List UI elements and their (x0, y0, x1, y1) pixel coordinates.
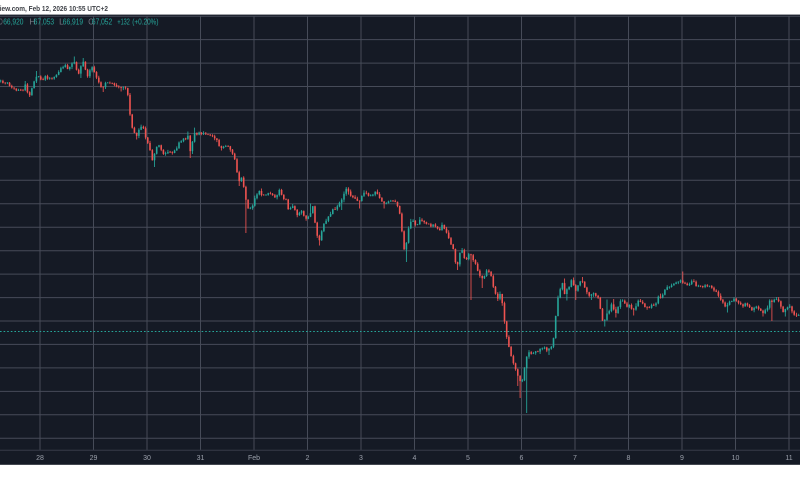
svg-text:4: 4 (413, 455, 417, 462)
svg-text:67,052: 67,052 (92, 16, 112, 26)
svg-text:(+0.20%): (+0.20%) (132, 16, 158, 26)
svg-text:O: O (0, 16, 3, 26)
svg-text:7: 7 (573, 455, 577, 462)
svg-text:H: H (29, 16, 35, 26)
svg-text:6: 6 (520, 455, 524, 462)
svg-text:66,919: 66,919 (63, 16, 83, 26)
svg-text:3: 3 (359, 455, 363, 462)
svg-text:2: 2 (306, 455, 310, 462)
svg-text:C: C (88, 16, 93, 26)
svg-text:Feb: Feb (248, 455, 260, 462)
svg-text:9: 9 (680, 455, 684, 462)
svg-text:66,920: 66,920 (3, 16, 23, 26)
svg-text:L: L (59, 16, 64, 26)
svg-text:View.com, Feb 12, 2026 10:55 U: View.com, Feb 12, 2026 10:55 UTC+2 (0, 4, 108, 13)
svg-text:11: 11 (785, 455, 792, 462)
svg-text:+132: +132 (117, 16, 130, 26)
svg-text:29: 29 (90, 455, 98, 462)
svg-text:67,053: 67,053 (34, 16, 54, 26)
svg-text:10: 10 (732, 455, 740, 462)
svg-text:5: 5 (466, 455, 470, 462)
svg-text:31: 31 (197, 455, 205, 462)
svg-text:30: 30 (143, 455, 151, 462)
svg-text:8: 8 (627, 455, 631, 462)
svg-text:28: 28 (36, 455, 44, 462)
